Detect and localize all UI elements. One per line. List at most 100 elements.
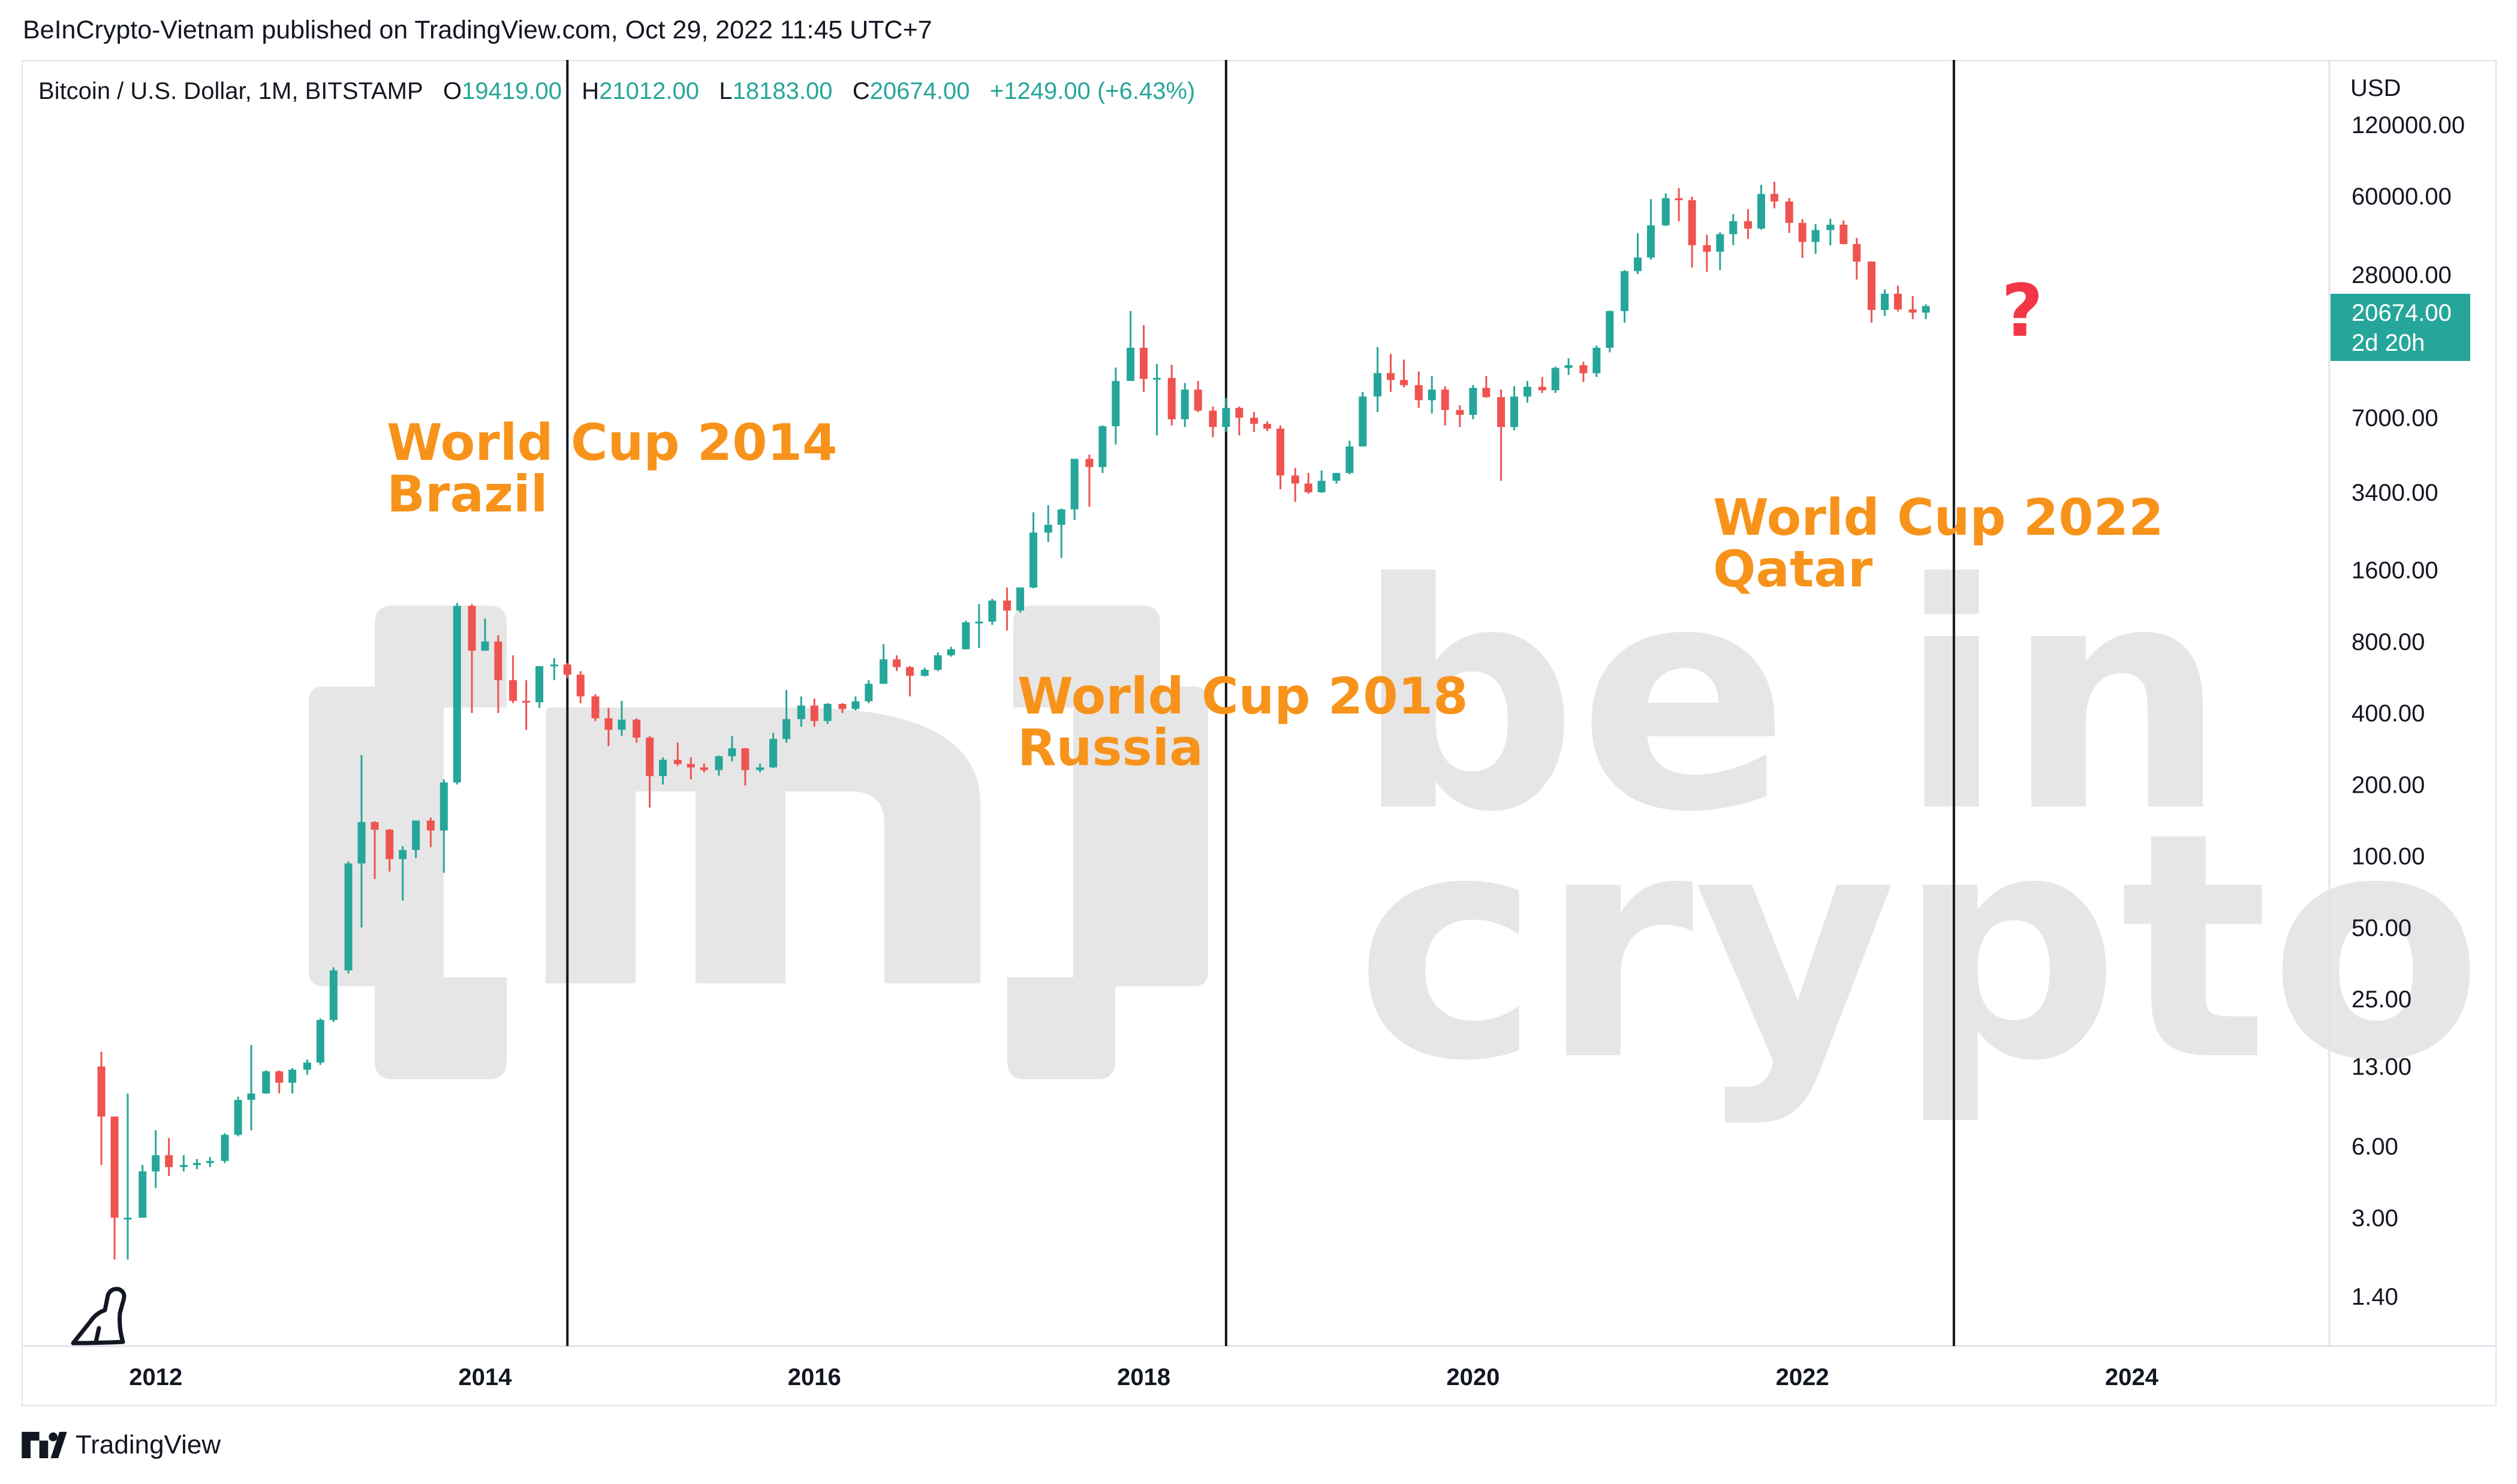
candle-body [1785, 201, 1793, 223]
candle-body [673, 760, 682, 764]
candle-body [1428, 389, 1436, 401]
price-tick-label: 13.00 [2352, 1054, 2411, 1080]
candle-body [1853, 244, 1861, 262]
candle-body [1441, 389, 1449, 410]
candle-body [386, 829, 394, 859]
tradingview-logo-icon [22, 1432, 67, 1458]
candle-body [399, 850, 407, 859]
candle-body [97, 1066, 106, 1117]
candle-body [1729, 221, 1738, 234]
candle-body [1867, 261, 1875, 310]
published-by-text: BeInCrypto-Vietnam published on TradingV… [23, 16, 932, 44]
price-tick-label: 50.00 [2352, 915, 2411, 941]
price-axis[interactable]: 120000.00 60000.00 28000.00 7000.00 3400.00 1… [2352, 112, 2465, 1310]
candle-body [1523, 387, 1531, 397]
candle-body [494, 641, 502, 681]
candle-body [426, 820, 435, 831]
price-tick-label: 60000.00 [2352, 183, 2452, 210]
candle-body [481, 641, 489, 651]
candle-body [179, 1164, 188, 1167]
symbol-legend[interactable]: Bitcoin / U.S. Dollar, 1M, BITSTAMP O194… [38, 78, 1195, 105]
candle-body [880, 659, 888, 684]
candle-body [1798, 222, 1807, 242]
price-tick-label: 3400.00 [2352, 480, 2438, 506]
candle-body [1744, 221, 1753, 229]
candle-body [756, 767, 764, 770]
candle-body [947, 649, 955, 655]
candle-body [522, 700, 531, 703]
tradingview-footer[interactable]: TradingView [22, 1430, 221, 1460]
candle-body [741, 748, 749, 770]
candle-body [810, 705, 818, 721]
time-axis[interactable]: 2012 2014 2016 2018 2020 2022 2024 [129, 1364, 2158, 1390]
chart-frame[interactable] [22, 60, 2497, 1406]
candle-body [1538, 387, 1546, 390]
candle-body [1908, 309, 1917, 313]
candle-body [1044, 525, 1052, 533]
candle-body [1839, 224, 1848, 245]
candle-body [1880, 293, 1889, 310]
candle-body [769, 739, 778, 767]
candle-body [206, 1161, 214, 1163]
candle-body [1140, 347, 1148, 379]
watermark-text-line1: be in [1355, 517, 2227, 880]
candle-body [344, 863, 353, 971]
watermark-left-bracket-shape [309, 606, 507, 1079]
candle-body [1016, 587, 1025, 611]
candle-body [1153, 378, 1161, 380]
candle-body [659, 760, 667, 776]
annotation-2014-title: World Cup 2014 [387, 413, 838, 472]
candle-body [1181, 389, 1189, 420]
watermark-text-line2: crypto [1355, 766, 2483, 1129]
price-tick-label: 400.00 [2352, 700, 2425, 727]
annotation-2018-title: World Cup 2018 [1017, 667, 1468, 726]
close-label: C [852, 78, 870, 104]
candle-body [535, 666, 544, 703]
candle-body [934, 655, 942, 670]
candle-body [797, 705, 805, 720]
candle-body [1675, 198, 1683, 200]
annotation-world-cup-2018: World Cup 2018 Russia [1017, 670, 1468, 773]
low-label: L [719, 78, 733, 104]
candle-body [1374, 373, 1382, 397]
candle-body [646, 738, 654, 776]
price-tick-label: 1600.00 [2352, 558, 2438, 584]
candle-body [576, 675, 585, 697]
world-cup-markers [566, 60, 1955, 1346]
open-value: 19419.00 [462, 78, 562, 104]
candle-body [453, 606, 461, 782]
candle-body [1127, 347, 1135, 381]
candle-body [1414, 385, 1423, 401]
candle-body [1167, 378, 1176, 420]
countdown-label: 2d 20h [2352, 330, 2425, 356]
candle-body [192, 1163, 201, 1165]
beincrypto-watermark-logo: be in crypto [309, 517, 2483, 1129]
candle-body [1057, 509, 1065, 525]
candle-body [700, 767, 708, 770]
candle-body [1811, 230, 1820, 242]
candle-body [1922, 306, 1930, 313]
candle-body [1359, 396, 1367, 447]
candle-body [1250, 417, 1258, 424]
time-tick-label: 2014 [459, 1364, 513, 1390]
candle-body [893, 659, 901, 667]
candle-body [234, 1100, 242, 1135]
candle-body [1112, 381, 1120, 426]
candle-body [1222, 408, 1230, 428]
candle-body [1070, 459, 1079, 510]
candle-body [152, 1155, 160, 1172]
candle-body [1209, 410, 1217, 428]
tradingview-dino-icon[interactable] [71, 1287, 127, 1345]
candle-body [1345, 446, 1354, 473]
close-value: 20674.00 [869, 78, 970, 104]
candle-body [988, 600, 996, 622]
candle-body [262, 1071, 270, 1094]
question-mark: ? [2001, 270, 2043, 353]
candle-body [1085, 459, 1094, 467]
candle-body [1716, 234, 1724, 252]
candle-body [1304, 483, 1312, 492]
candle-body [838, 703, 847, 709]
candle-body [124, 1217, 132, 1220]
candle-body [975, 621, 983, 624]
